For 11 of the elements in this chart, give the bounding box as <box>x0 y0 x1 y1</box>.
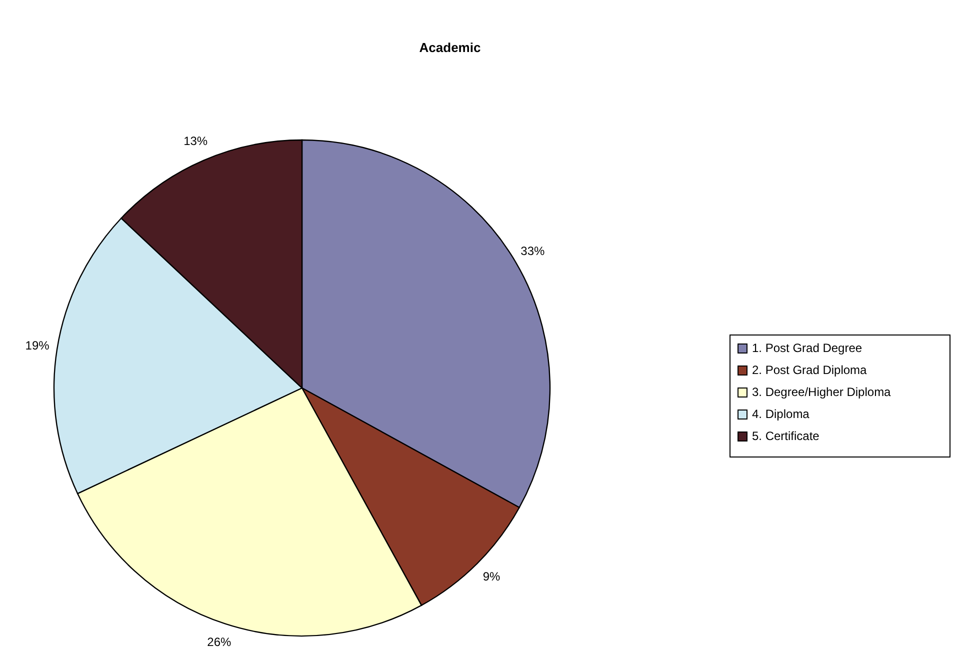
data-label: 9% <box>482 570 501 584</box>
legend-label: 4. Diploma <box>752 407 810 422</box>
data-label: 13% <box>184 134 208 148</box>
legend-label: 3. Degree/Higher Diploma <box>752 385 892 400</box>
legend-label: 1. Post Grad Degree <box>752 341 862 356</box>
chart-title: Academic <box>419 40 481 55</box>
data-label: 26% <box>207 635 232 650</box>
data-label: 19% <box>25 338 50 352</box>
legend-label: 2. Post Grad Diploma <box>752 363 868 378</box>
data-label: 33% <box>520 244 546 258</box>
legend-label: 5. Certificate <box>752 429 820 444</box>
